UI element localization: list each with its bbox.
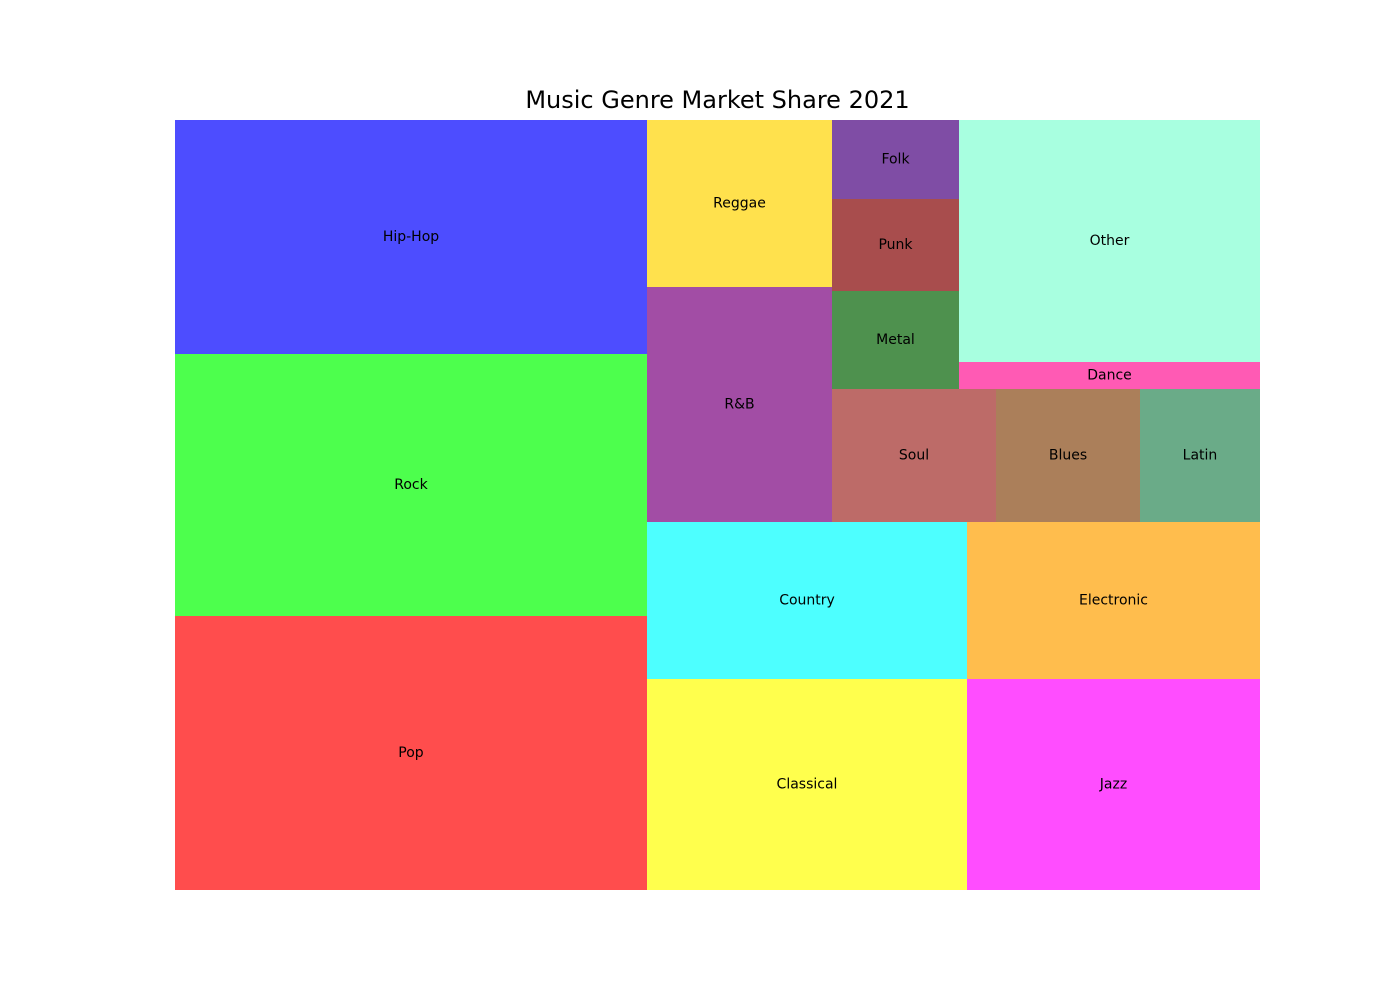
tile-dance: Dance xyxy=(959,362,1260,389)
tile-label-other: Other xyxy=(1090,233,1130,249)
tile-country: Country xyxy=(647,522,967,679)
tile-reggae: Reggae xyxy=(647,120,832,287)
tile-rect-rock xyxy=(175,354,647,616)
tile-randb: R&B xyxy=(647,287,832,522)
tile-label-reggae: Reggae xyxy=(713,196,766,212)
tile-electronic: Electronic xyxy=(967,522,1260,679)
tile-label-rock: Rock xyxy=(394,477,428,493)
tile-label-blues: Blues xyxy=(1049,448,1087,464)
tile-label-classical: Classical xyxy=(777,777,838,793)
tile-punk: Punk xyxy=(832,199,959,291)
tile-rock: Rock xyxy=(175,354,647,616)
tile-hip-hop: Hip-Hop xyxy=(175,120,647,354)
tile-rect-metal xyxy=(832,291,959,389)
tile-label-folk: Folk xyxy=(881,152,910,168)
tile-rect-soul xyxy=(832,389,996,522)
tile-rect-latin xyxy=(1140,389,1260,522)
tile-label-pop: Pop xyxy=(398,745,424,761)
tile-label-dance: Dance xyxy=(1087,368,1132,384)
tile-jazz: Jazz xyxy=(967,679,1260,890)
tile-pop: Pop xyxy=(175,616,647,890)
chart-title: Music Genre Market Share 2021 xyxy=(525,86,910,114)
tile-rect-pop xyxy=(175,616,647,890)
tile-classical: Classical xyxy=(647,679,967,890)
tile-rect-hip-hop xyxy=(175,120,647,354)
tile-rect-dance xyxy=(959,362,1260,389)
tile-rect-blues xyxy=(996,389,1140,522)
tile-rect-folk xyxy=(832,120,959,199)
tile-rect-jazz xyxy=(967,679,1260,890)
tile-rect-electronic xyxy=(967,522,1260,679)
tile-label-randb: R&B xyxy=(724,397,754,413)
tile-metal: Metal xyxy=(832,291,959,389)
tile-folk: Folk xyxy=(832,120,959,199)
tile-label-hip-hop: Hip-Hop xyxy=(383,229,439,245)
tile-label-electronic: Electronic xyxy=(1079,593,1148,609)
tile-rect-randb xyxy=(647,287,832,522)
tile-blues: Blues xyxy=(996,389,1140,522)
tile-label-soul: Soul xyxy=(899,448,929,464)
tile-rect-country xyxy=(647,522,967,679)
tile-label-metal: Metal xyxy=(876,332,915,348)
tile-label-punk: Punk xyxy=(878,237,913,253)
tile-label-jazz: Jazz xyxy=(1099,777,1127,793)
tile-rect-other xyxy=(959,120,1260,362)
tile-other: Other xyxy=(959,120,1260,362)
tile-label-country: Country xyxy=(779,593,835,609)
tile-rect-reggae xyxy=(647,120,832,287)
tile-label-latin: Latin xyxy=(1183,448,1218,464)
tile-latin: Latin xyxy=(1140,389,1260,522)
tile-rect-classical xyxy=(647,679,967,890)
tile-rect-punk xyxy=(832,199,959,291)
tile-soul: Soul xyxy=(832,389,996,522)
